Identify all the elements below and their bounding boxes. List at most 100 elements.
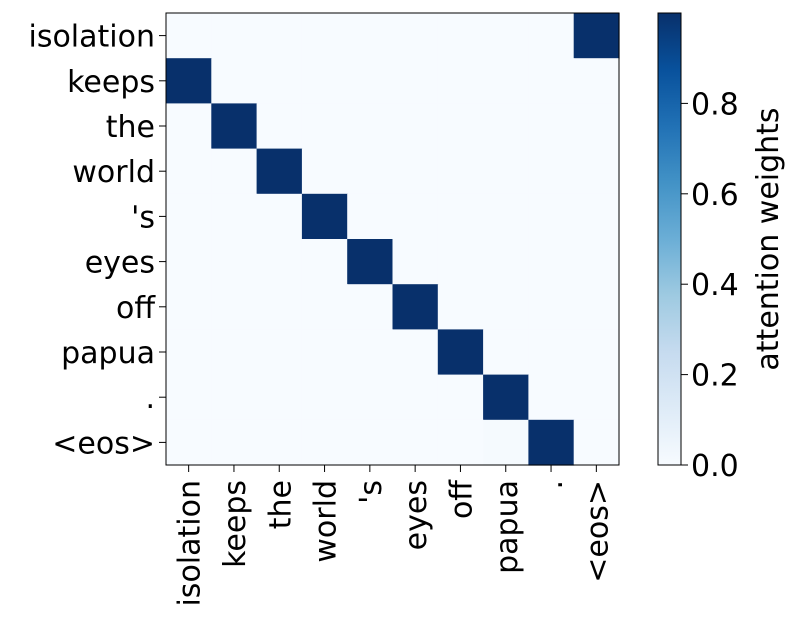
heatmap-cell [301,58,348,104]
heatmap-cell [347,13,394,59]
heatmap-cell [256,13,303,59]
heatmap-cell [256,103,303,150]
y-tick-label: off [116,291,156,326]
heatmap-cell [347,419,394,466]
x-tick-label: <eos> [580,480,615,583]
heatmap-cell [573,374,620,421]
heatmap-cell [392,193,439,240]
x-tick-label: isolation [173,480,208,607]
heatmap-cell [437,103,484,150]
y-tick-label: eyes [85,246,155,281]
heatmap-cell [347,58,394,104]
heatmap-cell [392,329,439,376]
heatmap-cell [347,329,394,376]
heatmap-cell [211,239,258,285]
heatmap-cell [211,193,258,240]
heatmap-cell [166,419,212,466]
heatmap-cell [256,58,303,104]
heatmap-cell [573,193,620,240]
heatmap-cell [528,103,575,150]
y-tick-label: . [145,381,155,416]
heatmap-cell [573,419,620,466]
heatmap-cell [392,148,439,195]
heatmap-cell [573,329,620,376]
heatmap-cell [528,239,575,285]
heatmap-cell [528,284,575,330]
heatmap-cell [256,374,303,421]
heatmap-cell [347,239,394,285]
heatmap-cell [256,419,303,466]
x-tick-label: 's [354,480,389,504]
x-tick-label: off [444,479,479,519]
heatmap-cell [437,193,484,240]
heatmap-cell [347,148,394,195]
heatmap-cell [437,58,484,104]
heatmap-cell [483,13,529,59]
heatmap-cell [211,419,258,466]
heatmap-cell [256,148,303,195]
heatmap-cell [166,193,212,240]
heatmap-cell [256,284,303,330]
heatmap-cell [437,239,484,285]
heatmap-cell [347,374,394,421]
heatmap-cell [573,58,620,104]
heatmap-cell [528,58,575,104]
colorbar: 0.0 0.2 0.4 0.6 0.8 attention weights [657,12,786,484]
heatmap-cell [483,284,529,330]
y-tick-label: 's [131,200,155,235]
heatmap-cell [528,329,575,376]
colorbar-tick-label: 0.6 [691,178,739,213]
heatmap-cell [166,148,212,195]
heatmap-cell [256,329,303,376]
heatmap-cell [573,148,620,195]
heatmap-cell [256,193,303,240]
heatmap-cell [211,13,258,59]
y-axis-ticks: isolation keeps the world 's eyes off papua. <eo… [28,20,166,461]
heatmap-cell [573,284,620,330]
heatmap-cell [437,13,484,59]
x-tick-label: the [263,480,298,529]
heatmap-cell [573,13,620,59]
heatmap-cell [347,103,394,150]
x-tick-label: . [535,480,570,490]
heatmap-cell [166,374,212,421]
heatmap-cell [166,329,212,376]
heatmap-cells [166,13,620,466]
heatmap-cell [392,13,439,59]
heatmap-cell [392,419,439,466]
heatmap-cell [211,103,258,150]
heatmap-cell [392,284,439,330]
heatmap-cell [483,374,529,421]
heatmap-cell [573,103,620,150]
heatmap-cell [166,13,212,59]
heatmap-cell [437,374,484,421]
heatmap-cell [211,148,258,195]
heatmap-cell [392,239,439,285]
colorbar-tick-label: 0.0 [691,449,739,484]
colorbar-tick-label: 0.2 [691,359,739,394]
heatmap-cell [211,58,258,104]
heatmap-cell [166,239,212,285]
heatmap-cell [347,284,394,330]
x-tick-label: papua [490,480,525,574]
heatmap-cell [301,284,348,330]
colorbar-tick-label: 0.8 [691,87,739,122]
heatmap-cell [528,193,575,240]
y-tick-label: isolation [28,20,155,55]
x-axis-ticks: isolation keeps the world 's eyes off papua. <eo… [173,465,615,607]
heatmap-cell [392,374,439,421]
colorbar-tick-label: 0.4 [691,268,739,303]
heatmap-cell [301,148,348,195]
heatmap-cell [211,329,258,376]
heatmap-cell [347,193,394,240]
heatmap-cell [211,374,258,421]
heatmap-cell [437,329,484,376]
heatmap-cell [256,239,303,285]
heatmap-cell [483,148,529,195]
y-tick-label: papua [61,336,155,371]
x-tick-label: keeps [218,480,253,568]
heatmap-cell [483,58,529,104]
heatmap-cell [437,284,484,330]
heatmap-cell [301,193,348,240]
